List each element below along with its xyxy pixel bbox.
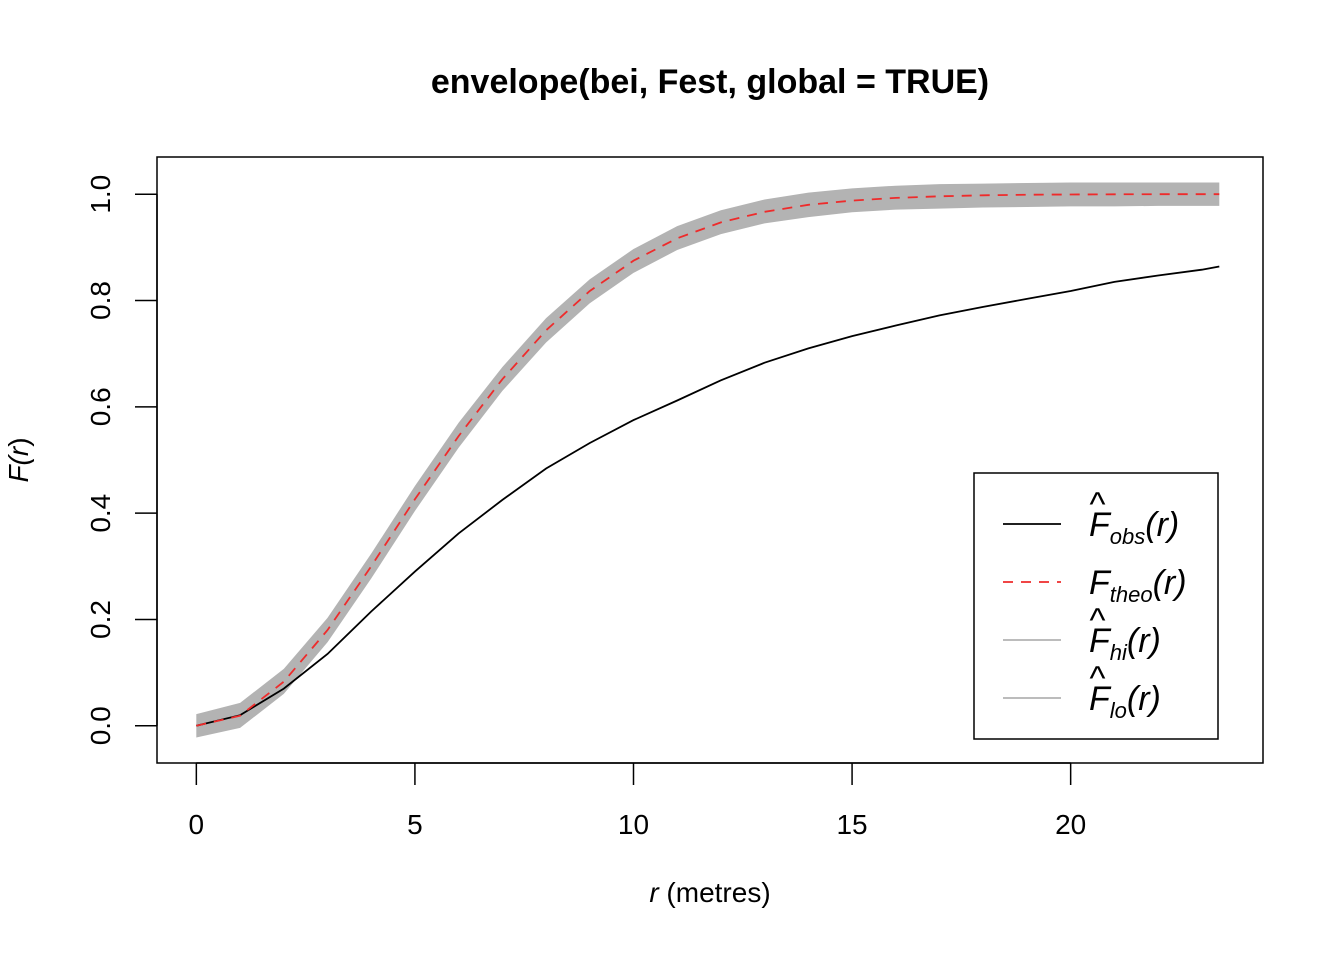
x-axis-label-var: r	[649, 877, 660, 908]
y-axis-label-suffix: )	[3, 437, 34, 446]
legend: Fobs(r)^Ftheo(r)Fhi(r)^Flo(r)^	[973, 472, 1219, 740]
x-tick-label: 0	[189, 809, 205, 840]
x-axis-label: r (metres)	[649, 877, 770, 908]
y-tick-label: 0.6	[85, 387, 116, 426]
legend-label-obs: Fobs(r)	[1089, 506, 1179, 549]
x-tick-label: 10	[618, 809, 649, 840]
y-tick-label: 1.0	[85, 175, 116, 214]
legend-hat-hi: ^	[1089, 602, 1106, 640]
x-tick-label: 15	[836, 809, 867, 840]
legend-label-lo: Flo(r)	[1089, 680, 1161, 723]
x-tick-label: 5	[407, 809, 423, 840]
y-tick-label: 0.4	[85, 494, 116, 533]
legend-hat-obs: ^	[1089, 486, 1106, 524]
y-axis-label-var: r	[3, 445, 34, 456]
y-axis-label: F(r)	[3, 437, 34, 482]
legend-box	[973, 472, 1219, 740]
y-tick-label: 0.2	[85, 600, 116, 639]
series-line-obs	[196, 265, 1220, 727]
x-axis: 0 5 10 15 20	[189, 762, 1086, 840]
series-line-theo	[196, 193, 1220, 727]
legend-label-hi: Fhi(r)	[1089, 622, 1161, 665]
y-axis: 0.0 0.2 0.4 0.6 0.8 1.0	[85, 175, 158, 745]
x-tick-label: 20	[1055, 809, 1086, 840]
y-tick-label: 0.8	[85, 281, 116, 320]
y-tick-label: 0.0	[85, 706, 116, 745]
x-axis-label-unit: (metres)	[659, 877, 771, 908]
legend-label-theo: Ftheo(r)	[1089, 564, 1187, 607]
chart-title: envelope(bei, Fest, global = TRUE)	[431, 63, 989, 101]
legend-hat-lo: ^	[1089, 660, 1106, 698]
y-axis-label-prefix: F(	[3, 453, 34, 482]
series-lines	[196, 193, 1220, 727]
